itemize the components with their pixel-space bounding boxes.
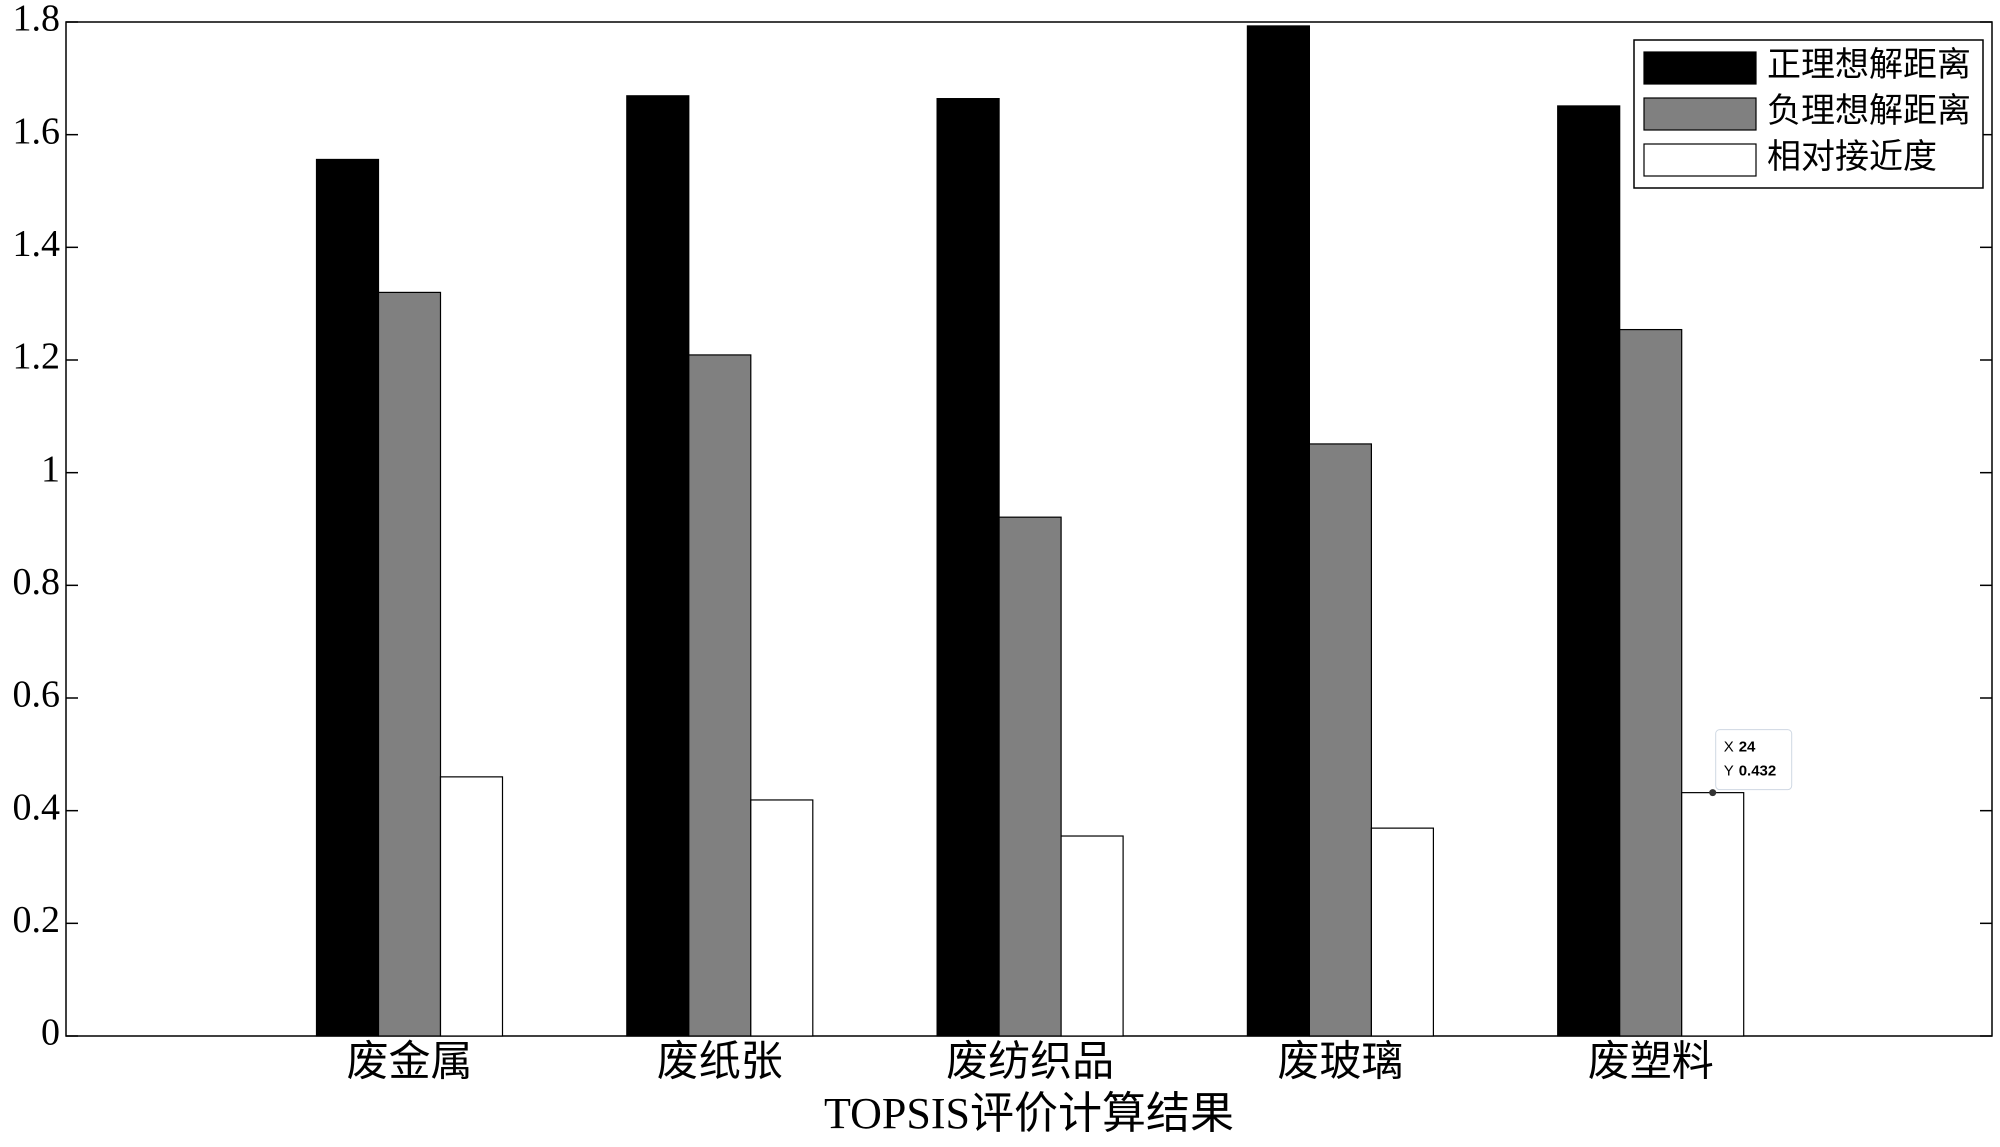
datatip-x: 24 [1739, 739, 1756, 756]
bar [688, 354, 752, 1037]
bar [377, 291, 442, 1037]
y-tick-label: 0 [41, 1012, 60, 1054]
datatip-marker [1709, 789, 1717, 797]
x-tick-label: 废纺织品 [946, 1040, 1114, 1086]
bar [998, 516, 1062, 1037]
bar [315, 158, 380, 1037]
y-tick-label: 1 [41, 448, 60, 490]
bar [936, 98, 1000, 1037]
x-axis-label: TOPSIS评价计算结果 [824, 1089, 1234, 1138]
y-tick-label: 0.2 [13, 899, 61, 941]
datatip: X 24 Y 0.432 [1709, 729, 1793, 797]
bar [439, 776, 504, 1037]
x-tick-label: 废金属 [346, 1039, 472, 1086]
bar [1246, 25, 1311, 1037]
bar [1060, 835, 1124, 1037]
bar [1681, 792, 1745, 1037]
y-tick-label: 1.6 [13, 110, 61, 152]
datatip-y: 0.432 [1739, 763, 1777, 780]
datatip-x-label: X [1724, 739, 1734, 756]
y-tick-label: 0.6 [13, 674, 61, 716]
bar [626, 95, 690, 1037]
y-tick-label: 1.4 [13, 223, 61, 265]
bar [750, 799, 814, 1037]
legend-label: 相对接近度 [1767, 138, 1937, 176]
legend-swatch [1643, 51, 1757, 85]
y-tick-label: 0.4 [13, 786, 61, 828]
y-tick-label: 1.2 [13, 336, 61, 378]
datatip-y-label: Y [1724, 763, 1734, 780]
legend-label: 正理想解距离 [1767, 46, 1971, 84]
y-tick-label: 1.8 [13, 0, 61, 40]
legend-label: 负理想解距离 [1767, 92, 1971, 130]
x-tick-label: 废塑料 [1588, 1040, 1714, 1086]
bar [1370, 827, 1435, 1037]
bar [1308, 443, 1373, 1037]
x-tick-label: 废纸张 [657, 1040, 783, 1086]
x-tick-label: 废玻璃 [1277, 1040, 1403, 1086]
y-tick-label: 0.8 [13, 561, 61, 603]
legend-swatch [1643, 97, 1757, 131]
bar [1557, 105, 1621, 1037]
bar [1619, 328, 1683, 1037]
datatip-box [1715, 729, 1793, 791]
legend-swatch [1643, 143, 1757, 177]
